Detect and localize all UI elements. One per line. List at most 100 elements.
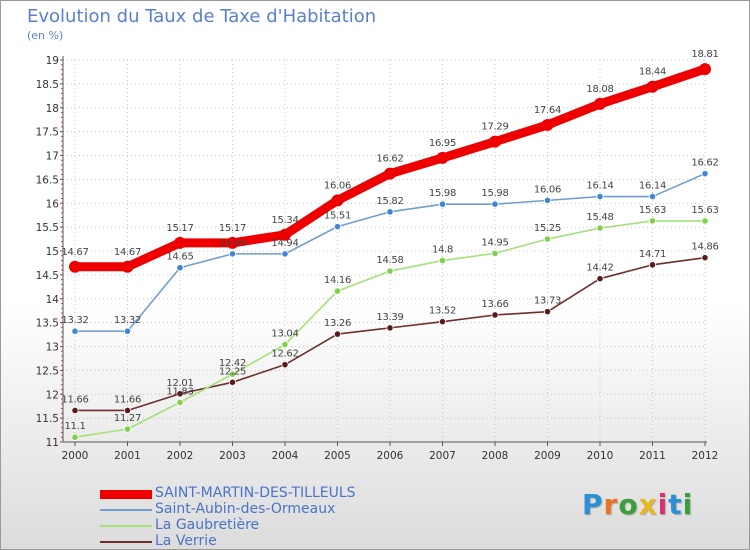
chart-title: Evolution du Taux de Taxe d'Habitation: [27, 6, 377, 27]
logo-letter: r: [603, 488, 619, 521]
series-point: [174, 236, 186, 249]
logo-letter: i: [657, 488, 669, 521]
y-tick-label: 14: [46, 294, 60, 306]
series-point: [491, 311, 499, 319]
y-minor-tick: [61, 331, 63, 333]
data-label: 15.51: [324, 211, 351, 222]
series-point: [543, 196, 552, 204]
data-label: 13.26: [324, 318, 351, 329]
y-minor-tick: [61, 255, 63, 257]
y-minor-tick: [61, 188, 63, 190]
y-minor-tick: [61, 202, 63, 204]
data-label: 15.82: [376, 196, 403, 207]
y-minor-tick: [61, 112, 63, 114]
series-point: [281, 340, 289, 349]
series-point: [123, 425, 132, 433]
x-tick-label: 2012: [692, 450, 719, 462]
y-tick-label: 13: [46, 342, 59, 354]
y-minor-tick: [61, 369, 63, 371]
y-minor-tick: [61, 322, 63, 324]
data-label: 11.66: [61, 394, 88, 405]
y-minor-tick: [61, 346, 63, 347]
y-tick-label: 17: [46, 151, 59, 163]
y-minor-tick: [61, 422, 63, 424]
legend-swatch: [100, 509, 152, 511]
series-point: [699, 63, 711, 76]
y-minor-tick: [61, 169, 63, 171]
data-label: 12.25: [219, 366, 246, 377]
y-minor-tick: [61, 408, 63, 410]
y-minor-tick: [61, 92, 63, 94]
y-minor-tick: [61, 64, 63, 66]
y-minor-tick: [61, 150, 63, 152]
legend-swatch: [100, 525, 152, 527]
y-minor-tick: [61, 431, 63, 433]
y-minor-tick: [61, 121, 63, 123]
data-label: 16.62: [691, 158, 718, 169]
logo-letter: i: [682, 488, 694, 521]
series-point: [648, 192, 657, 201]
y-minor-tick: [61, 417, 63, 419]
y-minor-tick: [61, 174, 63, 176]
y-minor-tick: [61, 178, 63, 180]
data-label: 16.62: [376, 154, 403, 165]
data-label: 14.65: [166, 252, 193, 263]
series-point: [541, 118, 554, 131]
y-tick-label: 15: [46, 246, 59, 258]
data-label: 15.48: [586, 212, 613, 223]
x-tick-label: 2002: [167, 450, 194, 462]
y-minor-tick: [61, 131, 63, 133]
data-label: 16.14: [586, 181, 613, 192]
y-minor-tick: [61, 365, 63, 367]
data-label: 15.34: [271, 215, 298, 226]
data-label: 14.16: [324, 275, 351, 286]
data-label: 14.71: [639, 249, 666, 260]
y-minor-tick: [61, 269, 63, 271]
data-label: 13.32: [61, 315, 88, 326]
y-minor-tick: [61, 388, 63, 390]
y-minor-tick: [61, 283, 63, 285]
series-point: [69, 260, 81, 273]
series-point: [71, 433, 79, 441]
series-point: [333, 223, 342, 231]
data-label: 16.06: [324, 180, 351, 191]
data-label: 13.52: [429, 306, 456, 317]
y-minor-tick: [61, 293, 63, 295]
data-label: 12.62: [271, 349, 298, 360]
x-tick-label: 2010: [587, 450, 614, 462]
series-point: [121, 260, 134, 273]
y-tick-label: 19: [46, 55, 59, 67]
y-tick-label: 12.5: [36, 365, 59, 377]
series-point: [176, 264, 184, 272]
y-minor-tick: [61, 102, 63, 104]
data-label: 11.27: [114, 413, 141, 424]
series-point: [596, 224, 604, 232]
data-label: 15.17: [219, 223, 246, 234]
x-tick-label: 2001: [114, 450, 141, 462]
y-minor-tick: [61, 221, 63, 223]
y-minor-tick: [61, 374, 63, 376]
y-minor-tick: [61, 69, 63, 71]
y-minor-tick: [61, 145, 63, 147]
series-point: [701, 170, 709, 178]
series-point: [648, 217, 657, 225]
series-point: [228, 370, 237, 378]
series-point: [384, 167, 396, 180]
series-point: [438, 256, 447, 265]
y-minor-tick: [61, 116, 63, 118]
y-minor-tick: [61, 207, 63, 209]
series-point: [176, 390, 184, 398]
x-tick-label: 2000: [62, 450, 89, 462]
series-point: [438, 200, 447, 208]
y-tick-label: 18.5: [36, 79, 59, 91]
y-minor-tick: [61, 88, 63, 90]
series-point: [333, 330, 342, 338]
series-point: [543, 308, 552, 316]
y-tick-label: 16: [46, 198, 60, 210]
y-minor-tick: [61, 59, 63, 61]
y-minor-tick: [61, 341, 63, 343]
y-minor-tick: [61, 312, 63, 314]
y-minor-tick: [61, 226, 63, 228]
data-label: 12.42: [219, 358, 246, 369]
y-minor-tick: [61, 164, 63, 166]
